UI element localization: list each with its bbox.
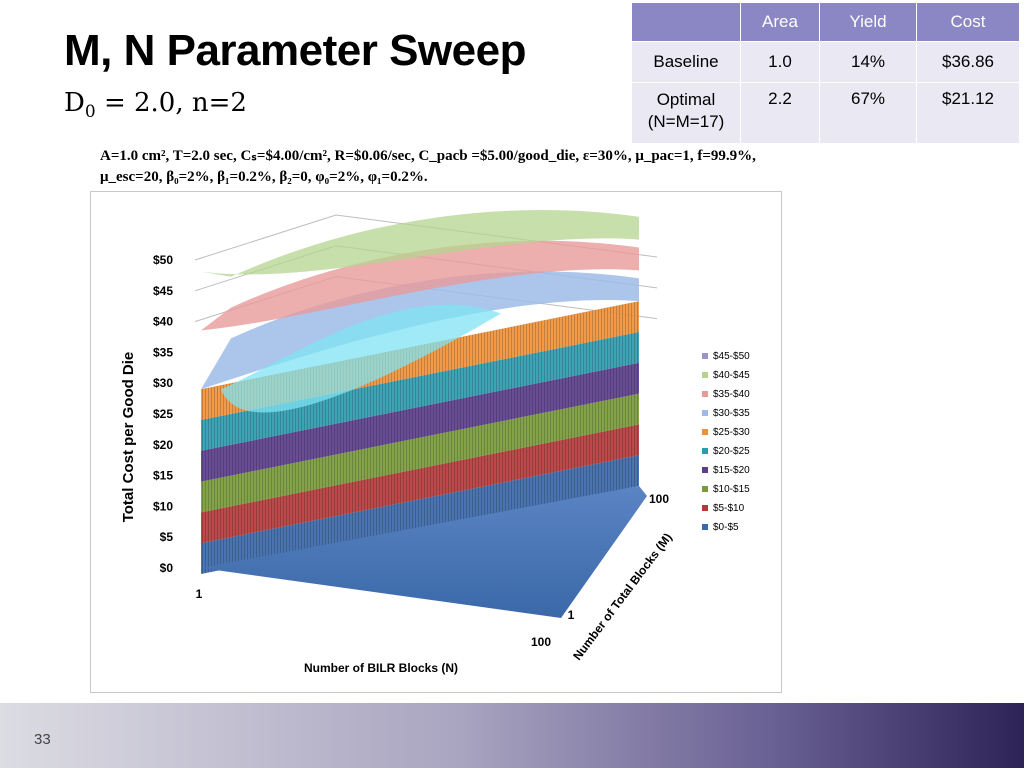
legend-swatch [702, 429, 708, 435]
table-header [631, 2, 741, 42]
surface-band-texture [201, 455, 639, 574]
slide-title: M, N Parameter Sweep [64, 26, 526, 75]
slide-number: 33 [34, 731, 51, 748]
table-cell: 1.0 [740, 41, 820, 83]
parameter-line-1: A=1.0 cm², T=2.0 sec, Cₛ=$4.00/cm², R=$0… [100, 148, 756, 164]
legend-label: $20-$25 [713, 446, 750, 457]
depth-tick-label: 100 [649, 492, 669, 506]
y-tick-label: $10 [153, 499, 173, 513]
y-tick-label: $20 [153, 438, 173, 452]
y-tick-label: $5 [160, 530, 174, 544]
legend-swatch [702, 524, 708, 530]
surface-band-texture [201, 332, 639, 451]
parameter-list: A=1.0 cm², T=2.0 sec, Cₛ=$4.00/cm², R=$0… [100, 146, 860, 188]
x-tick-label: 1 [196, 587, 203, 601]
surface-upper-band [201, 240, 639, 331]
surface-chart: $0$5$10$15$20$25$30$35$40$45$5011001100 … [120, 209, 750, 675]
table-cell: $36.86 [916, 41, 1020, 83]
results-table: Area Yield Cost Baseline 1.0 14% $36.86 … [631, 2, 1020, 144]
legend-swatch [702, 505, 708, 511]
slide-subtitle: D0 = 2.0, n=2 [64, 88, 247, 123]
legend-label: $0-$5 [713, 522, 739, 533]
legend-swatch [702, 372, 708, 378]
y-tick-label: $15 [153, 469, 173, 483]
slide-footer: 33 [0, 703, 1024, 768]
surface-upper-band [201, 271, 639, 390]
surface-floor [201, 486, 647, 618]
legend-label: $25-$30 [713, 427, 750, 438]
legend-label: $10-$15 [713, 484, 750, 495]
table-cell: 2.2 [740, 82, 820, 144]
legend-swatch [702, 391, 708, 397]
legend-swatch [702, 410, 708, 416]
surface-band-texture [201, 362, 639, 482]
table-cell: Optimal (N=M=17) [631, 82, 741, 144]
y-tick-label: $25 [153, 407, 173, 421]
table-cell: 14% [819, 41, 917, 83]
x-tick-label: 100 [531, 635, 551, 649]
legend-swatch [702, 353, 708, 359]
legend-swatch [702, 467, 708, 473]
table-cell: $21.12 [916, 82, 1020, 144]
table-header: Yield [819, 2, 917, 42]
surface-band-texture [201, 424, 639, 544]
legend-label: $15-$20 [713, 465, 750, 476]
surface-upper-band [201, 209, 639, 277]
table-header: Area [740, 2, 820, 42]
legend-label: $45-$50 [713, 351, 750, 362]
legend-label: $30-$35 [713, 408, 750, 419]
y-tick-label: $40 [153, 315, 173, 329]
parameter-line-2: μ_esc=20, β₀=2%, β₁=0.2%, β₂=0, φ₀=2%, φ… [100, 169, 428, 185]
x-axis-title: Number of BILR Blocks (N) [304, 661, 458, 675]
legend-swatch [702, 486, 708, 492]
table-header: Cost [916, 2, 1020, 42]
chart-container: $0 $5 $10 $15 $20 $25 $30 $35 $40 $45 $50 1 100 1 100 … [90, 191, 782, 693]
y-tick-label: $0 [160, 561, 174, 575]
legend-swatch [702, 448, 708, 454]
legend-label: $5-$10 [713, 503, 745, 514]
table-cell: 67% [819, 82, 917, 144]
y-tick-label: $35 [153, 345, 173, 359]
y-tick-label: $45 [153, 284, 173, 298]
legend-label: $35-$40 [713, 389, 750, 400]
y-tick-label: $30 [153, 376, 173, 390]
table-cell: Baseline [631, 41, 741, 83]
y-tick-label: $50 [153, 253, 173, 267]
surface-valley [221, 304, 501, 413]
surface-band-texture [201, 393, 639, 513]
y-axis-title: Total Cost per Good Die [120, 352, 137, 523]
depth-tick-label: 1 [568, 608, 575, 622]
legend-label: $40-$45 [713, 370, 750, 381]
